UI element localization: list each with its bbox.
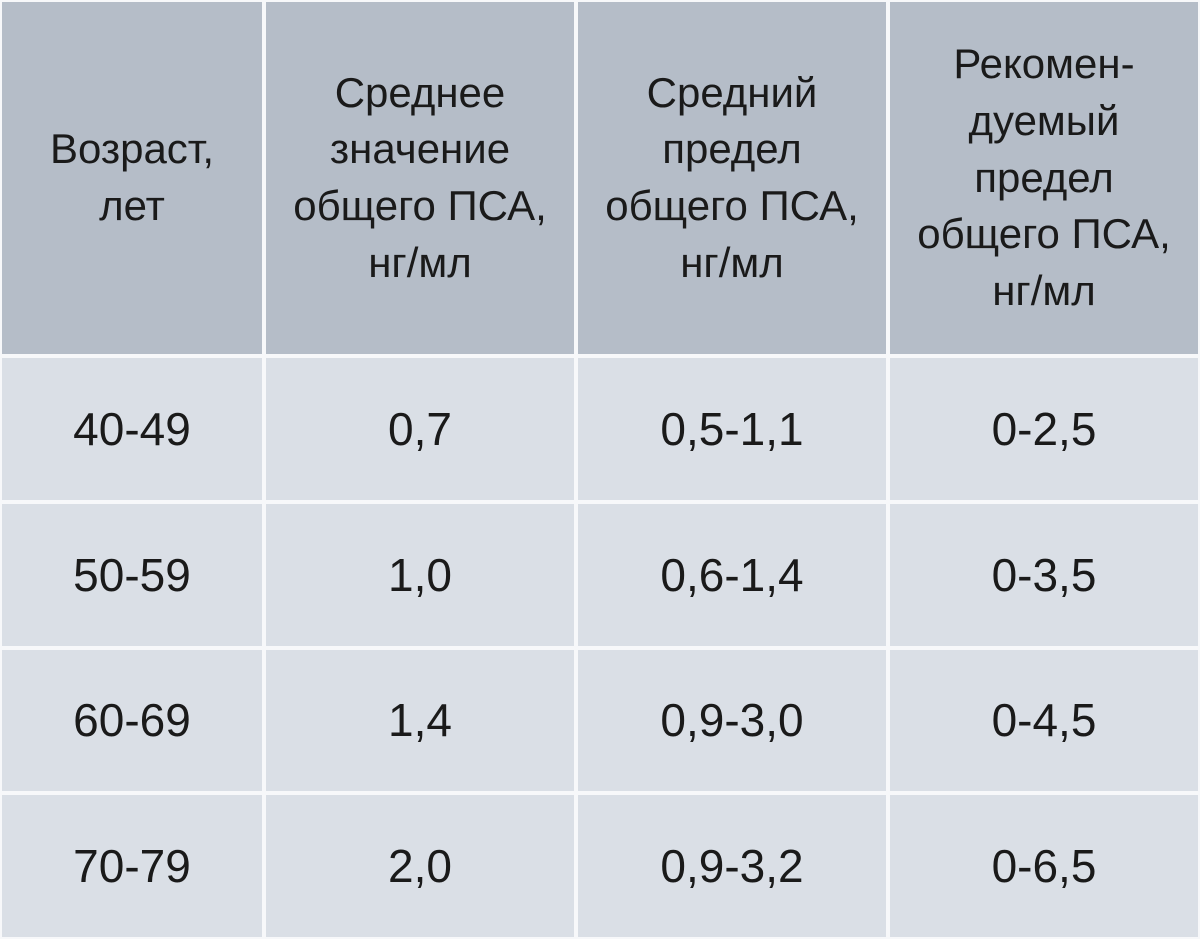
cell-midrange: 0,5-1,1: [576, 356, 888, 502]
cell-midrange: 0,6-1,4: [576, 502, 888, 648]
header-row: Возраст, лет Среднее значение общего ПСА…: [0, 0, 1200, 356]
col-midrange-header: Средний предел общего ПСА, нг/мл: [576, 0, 888, 356]
cell-midrange: 0,9-3,0: [576, 648, 888, 794]
cell-age: 70-79: [0, 793, 264, 939]
cell-age: 50-59: [0, 502, 264, 648]
col-recommended-header: Рекомен-дуемый предел общего ПСА, нг/мл: [888, 0, 1200, 356]
col-age-header: Возраст, лет: [0, 0, 264, 356]
cell-recommended: 0-3,5: [888, 502, 1200, 648]
cell-age: 60-69: [0, 648, 264, 794]
table-body: 40-49 0,7 0,5-1,1 0-2,5 50-59 1,0 0,6-1,…: [0, 356, 1200, 939]
psa-reference-table: Возраст, лет Среднее значение общего ПСА…: [0, 0, 1200, 939]
cell-recommended: 0-6,5: [888, 793, 1200, 939]
cell-midrange: 0,9-3,2: [576, 793, 888, 939]
table-row: 70-79 2,0 0,9-3,2 0-6,5: [0, 793, 1200, 939]
cell-age: 40-49: [0, 356, 264, 502]
table-row: 50-59 1,0 0,6-1,4 0-3,5: [0, 502, 1200, 648]
cell-mean: 1,4: [264, 648, 576, 794]
table-header: Возраст, лет Среднее значение общего ПСА…: [0, 0, 1200, 356]
col-mean-header: Среднее значение общего ПСА, нг/мл: [264, 0, 576, 356]
cell-mean: 1,0: [264, 502, 576, 648]
cell-recommended: 0-2,5: [888, 356, 1200, 502]
table-row: 40-49 0,7 0,5-1,1 0-2,5: [0, 356, 1200, 502]
cell-mean: 0,7: [264, 356, 576, 502]
cell-recommended: 0-4,5: [888, 648, 1200, 794]
cell-mean: 2,0: [264, 793, 576, 939]
table-row: 60-69 1,4 0,9-3,0 0-4,5: [0, 648, 1200, 794]
